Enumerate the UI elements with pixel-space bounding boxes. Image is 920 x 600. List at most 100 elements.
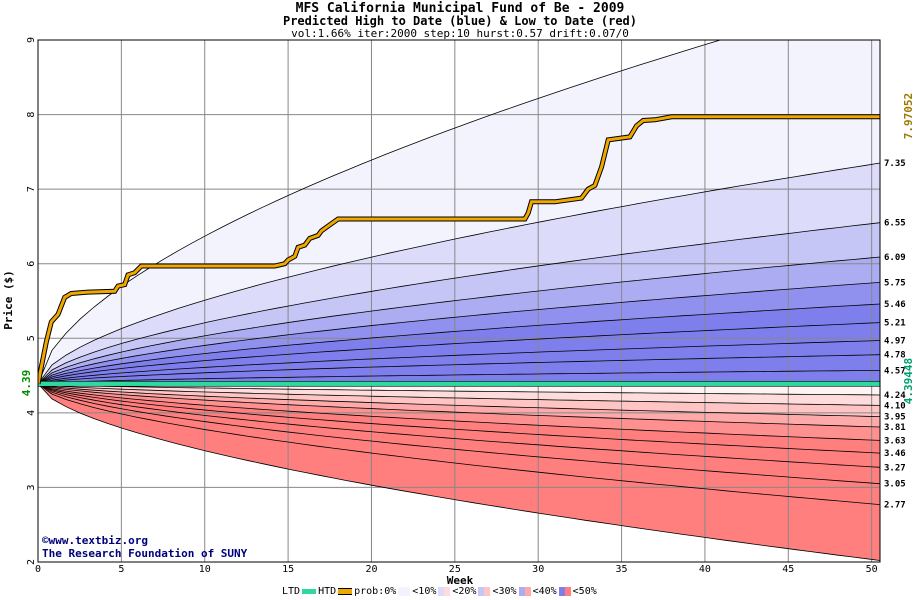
low-band xyxy=(38,383,880,406)
y-tick-label: 2 xyxy=(26,559,37,565)
right-level-label: 6.09 xyxy=(884,253,906,263)
right-level-label: 4.10 xyxy=(884,401,906,411)
right-level-label: 3.63 xyxy=(884,436,906,446)
series-lines xyxy=(38,40,880,561)
low-band xyxy=(38,383,880,505)
legend-bin-swatch xyxy=(438,587,451,596)
y-tick-label: 3 xyxy=(26,484,37,490)
y-tick-label: 9 xyxy=(26,37,37,43)
level-line xyxy=(38,222,880,385)
legend-bin-5: <50% xyxy=(572,586,597,597)
plot-border xyxy=(37,39,881,563)
right-level-label: 3.81 xyxy=(884,423,906,433)
low-band xyxy=(38,383,880,484)
high-band xyxy=(38,257,880,384)
right-level-label: 3.27 xyxy=(884,463,906,473)
x-tick-label: 20 xyxy=(365,564,377,575)
htd-line xyxy=(38,115,880,385)
y-tick-label: 6 xyxy=(26,261,37,267)
legend-bin-2: <20% xyxy=(452,586,477,597)
right-level-label: 3.46 xyxy=(884,449,906,459)
legend-bin-3: <30% xyxy=(492,586,517,597)
y-tick-label: 5 xyxy=(26,335,37,341)
level-line xyxy=(38,383,880,396)
right-level-label: 3.05 xyxy=(884,480,906,490)
chart-title: MFS California Municipal Fund of Be - 20… xyxy=(295,1,625,16)
x-tick-label: 15 xyxy=(282,564,294,575)
right-level-label: 2.77 xyxy=(884,501,906,511)
level-line xyxy=(38,383,880,406)
right-level-label: 4.57 xyxy=(884,366,906,376)
high-band xyxy=(38,163,880,384)
legend-ltd-swatch xyxy=(302,589,317,594)
start-price-label: 4.39 xyxy=(20,370,33,397)
level-line xyxy=(38,383,880,428)
x-tick-label: 40 xyxy=(699,564,711,575)
legend-ltd-label: LTD xyxy=(282,586,301,597)
level-line xyxy=(38,354,880,385)
level-line xyxy=(38,303,880,385)
level-line xyxy=(38,340,880,385)
ltd-line xyxy=(38,380,880,387)
x-tick-label: 35 xyxy=(616,564,628,575)
high-band xyxy=(38,354,880,384)
level-line xyxy=(38,322,880,385)
legend-bin-1: <10% xyxy=(412,586,437,597)
high-band xyxy=(38,340,880,384)
right-level-label: 6.55 xyxy=(884,219,906,229)
y-axis-label: Price ($) xyxy=(2,270,15,330)
ltd-final-label: 4.39448 xyxy=(902,358,915,404)
x-tick-label: 25 xyxy=(449,564,461,575)
level-line xyxy=(38,282,880,385)
level-line xyxy=(38,383,880,505)
y-tick-label: 8 xyxy=(26,112,37,118)
low-band xyxy=(38,383,880,468)
level-line xyxy=(38,40,722,384)
x-tick-label: 50 xyxy=(866,564,878,575)
low-band xyxy=(38,383,880,395)
credit-url: ©www.textbiz.org xyxy=(42,534,148,547)
high-band xyxy=(38,304,880,384)
legend-htd-label: HTD xyxy=(318,586,337,597)
right-level-label: 4.97 xyxy=(884,337,906,347)
y-tick-label: 7 xyxy=(26,186,37,192)
right-level-label: 5.21 xyxy=(884,319,906,329)
legend-bin-swatch xyxy=(478,587,491,596)
low-band xyxy=(38,383,880,441)
x-tick-label: 45 xyxy=(782,564,794,575)
x-tick-label: 5 xyxy=(118,564,124,575)
level-line xyxy=(38,383,880,441)
htd-final-label: 7.97052 xyxy=(902,93,915,139)
low-band xyxy=(38,383,880,561)
level-line xyxy=(38,370,880,385)
x-tick-label: 0 xyxy=(35,564,41,575)
legend-bin-swatch xyxy=(558,587,571,596)
legend-htd-swatch xyxy=(338,588,353,595)
right-labels: 7.35 6.55 6.09 5.75 5.46 5.21 4.97 4.78 4.57 4.24… xyxy=(884,159,906,511)
legend-bin-4: <40% xyxy=(532,586,557,597)
high-band xyxy=(38,370,880,384)
legend-prob-prefix: prob:0% xyxy=(354,586,397,597)
high-band xyxy=(38,222,880,384)
x-tick-label: 30 xyxy=(532,564,544,575)
high-band xyxy=(38,282,880,384)
chart-params: vol:1.66% iter:2000 step:10 hurst:0.57 d… xyxy=(291,27,629,40)
right-level-label: 4.24 xyxy=(884,391,906,401)
right-level-label: 4.78 xyxy=(884,351,906,361)
legend-bin-swatch xyxy=(398,587,411,596)
legend: LTD HTD prob:0% <10% <20% <30% <40% <50% xyxy=(282,586,597,597)
level-line xyxy=(38,383,880,454)
low-band xyxy=(38,383,880,454)
legend-bin-swatch xyxy=(518,587,531,596)
low-band xyxy=(38,383,880,417)
right-level-label: 3.95 xyxy=(884,413,906,423)
level-line xyxy=(38,383,880,468)
y-tick-label: 4 xyxy=(26,410,37,416)
right-level-label: 7.35 xyxy=(884,159,906,169)
level-line xyxy=(38,383,880,485)
x-tick-label: 10 xyxy=(199,564,211,575)
probability-bands xyxy=(38,40,880,562)
credit-org: The Research Foundation of SUNY xyxy=(42,547,248,560)
